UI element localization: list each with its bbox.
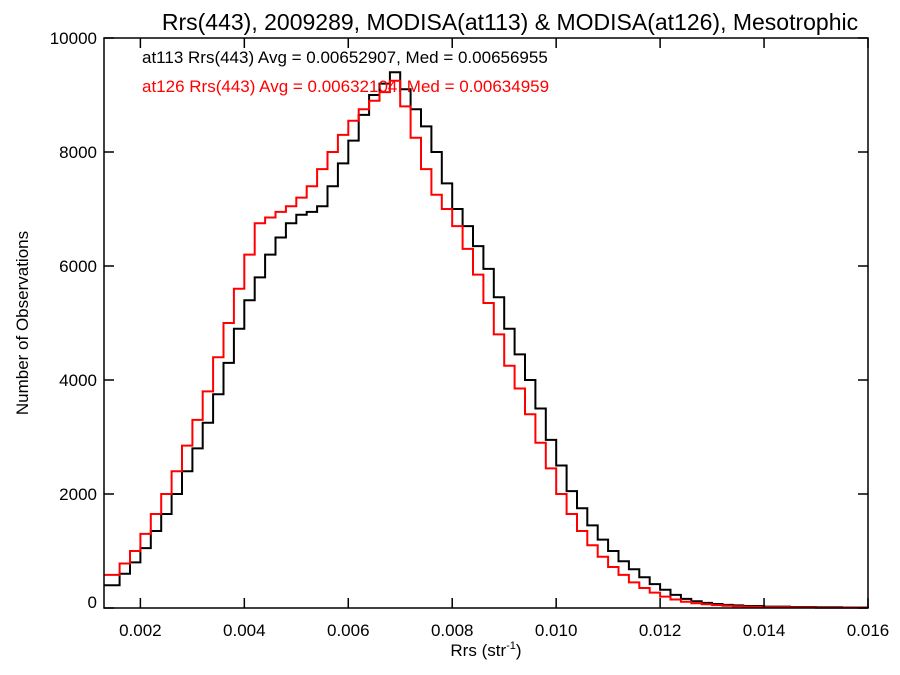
- x-tick-label: 0.002: [119, 621, 162, 640]
- x-tick-label: 0.016: [847, 621, 890, 640]
- x-axis-label-superscript: -1: [506, 640, 516, 652]
- x-tick-label: 0.014: [743, 621, 786, 640]
- y-axis-label: Number of Observations: [13, 231, 32, 415]
- y-tick-label: 2000: [59, 485, 97, 504]
- y-tick-label: 6000: [59, 257, 97, 276]
- x-axis-label-text: Rrs (str: [450, 641, 506, 660]
- series-line-at126: [104, 79, 869, 609]
- annotation-at126: at126 Rrs(443) Avg = 0.00632104, Med = 0…: [142, 77, 549, 96]
- x-tick-label: 0.008: [431, 621, 474, 640]
- x-tick-label: 0.004: [223, 621, 266, 640]
- series-layer: [104, 71, 869, 609]
- x-tick-label: 0.012: [639, 621, 682, 640]
- y-axis: 0 2000 4000 6000 8000 10000: [50, 29, 868, 612]
- y-tick-label: 0: [88, 593, 97, 612]
- x-tick-label: 0.010: [535, 621, 578, 640]
- y-tick-label: 8000: [59, 143, 97, 162]
- x-axis-label-close: ): [516, 641, 522, 660]
- x-axis: 0.002 0.004 0.006 0.008 0.010 0.012 0.014 0.016: [119, 38, 889, 640]
- y-tick-label: 4000: [59, 371, 97, 390]
- x-axis-label: Rrs (str-1): [450, 640, 521, 660]
- annotation-at113: at113 Rrs(443) Avg = 0.00652907, Med = 0…: [142, 48, 548, 67]
- y-tick-label: 10000: [50, 29, 97, 48]
- chart-title: Rrs(443), 2009289, MODISA(at113) & MODIS…: [162, 9, 858, 35]
- plot-frame: [103, 37, 869, 609]
- x-tick-label: 0.006: [327, 621, 370, 640]
